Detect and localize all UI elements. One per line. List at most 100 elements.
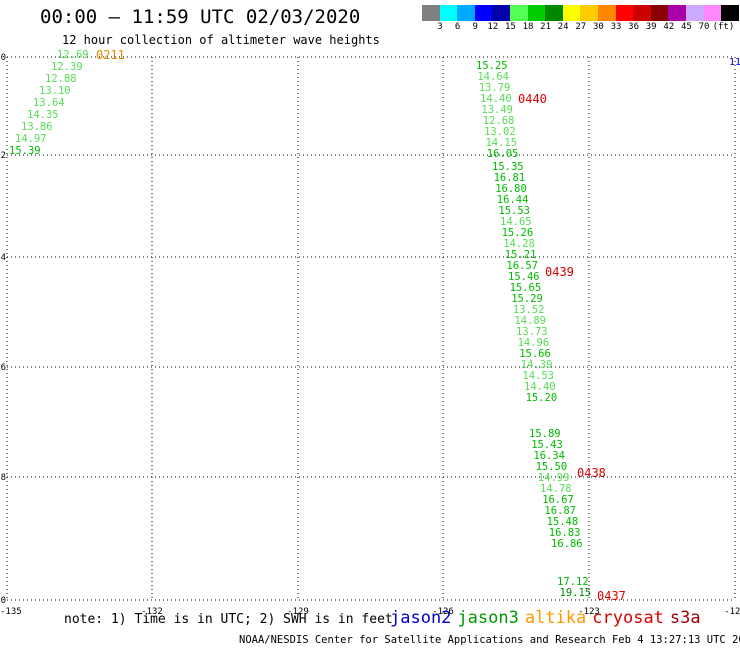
- wave-height-value: 15.20: [526, 392, 558, 404]
- scale-swatch: [580, 5, 598, 21]
- scale-swatch: [721, 5, 739, 21]
- scale-label: 18: [522, 22, 534, 32]
- wave-height-value: 13.73: [516, 326, 548, 338]
- wave-height-value: 16.57: [506, 260, 538, 272]
- pass-time-label: 0211: [96, 48, 125, 62]
- lon-tick-label: -126: [432, 607, 454, 617]
- scale-label: 45: [680, 22, 692, 32]
- wave-height-value: 14.89: [514, 315, 546, 327]
- lat-tick-label: -58: [0, 473, 6, 483]
- wave-height-value: 16.44: [497, 194, 529, 206]
- scale-label: 42: [663, 22, 675, 32]
- legend-cryosat: cryosat: [592, 608, 664, 628]
- satellite-legend: jason2 jason3 altika cryosat s3a: [390, 608, 707, 628]
- scale-label: 70: [698, 22, 710, 32]
- lon-tick-label: -132: [141, 607, 163, 617]
- wave-height-value: 13.79: [479, 82, 511, 94]
- pass-time-label: 0437: [597, 589, 626, 603]
- wave-height-value: 14.65: [500, 216, 532, 228]
- scale-swatch: [439, 5, 458, 21]
- wave-height-value: 14.28: [503, 238, 535, 250]
- wave-height-value: 15.89: [529, 428, 561, 440]
- wave-height-value: 17.12: [557, 576, 589, 588]
- scale-swatch: [457, 5, 475, 21]
- scale-label: 9: [472, 22, 478, 32]
- scale-swatch: [703, 5, 722, 21]
- legend-jason2: jason2: [390, 608, 452, 628]
- scale-label: 24: [557, 22, 569, 32]
- map-title: 00:00 – 11:59 UTC 02/03/2020: [40, 6, 361, 28]
- scale-label: 6: [454, 22, 461, 32]
- scale-label: 27: [575, 22, 587, 32]
- scale-swatch: [509, 5, 528, 21]
- map-subtitle: 12 hour collection of altimeter wave hei…: [62, 33, 380, 47]
- wave-height-value: 14.53: [522, 370, 554, 382]
- wave-height-value: 15.21: [505, 249, 537, 261]
- scale-swatch: [492, 5, 510, 21]
- wave-height-value: 14.39: [521, 359, 553, 371]
- right-edge-label: 11: [729, 57, 740, 68]
- wave-height-value: 14.40: [480, 93, 512, 105]
- wave-height-value: 13.49: [481, 104, 513, 116]
- lon-tick-label: -129: [287, 607, 309, 617]
- scale-label: 36: [628, 22, 640, 32]
- wave-height-value: 16.87: [544, 505, 576, 517]
- scale-swatch: [615, 5, 634, 21]
- wave-height-value: 14.99: [538, 472, 570, 484]
- scale-label: 39: [645, 22, 657, 32]
- scale-swatch: [422, 5, 440, 21]
- scale-swatch: [545, 5, 563, 21]
- lon-tick-label: -135: [0, 607, 22, 617]
- scale-swatch: [474, 5, 493, 21]
- wave-height-value: 12.69: [57, 49, 89, 61]
- units-note: note: 1) Time is in UTC; 2) SWH is in fe…: [64, 612, 393, 627]
- wave-height-value: 15.39: [9, 145, 41, 157]
- wave-height-value: 15.35: [492, 161, 524, 173]
- wave-height-value: 14.97: [15, 133, 47, 145]
- wave-height-value: 13.64: [33, 97, 65, 109]
- wave-height-value: 16.83: [549, 527, 581, 539]
- scale-swatch: [562, 5, 581, 21]
- wave-height-value: 15.50: [536, 461, 568, 473]
- scale-label: 30: [592, 22, 604, 32]
- wave-height-value: 14.96: [518, 337, 550, 349]
- wave-height-value: 14.40: [524, 381, 556, 393]
- scale-label: (ft): [712, 22, 735, 32]
- scale-label: 21: [540, 22, 552, 32]
- scale-swatch: [527, 5, 546, 21]
- wave-height-value: 19.15: [560, 587, 592, 599]
- scale-label: 33: [610, 22, 622, 32]
- lat-tick-label: -56: [0, 363, 6, 373]
- credit-line: NOAA/NESDIS Center for Satellite Applica…: [239, 634, 740, 646]
- scale-swatch: [597, 5, 616, 21]
- legend-s3a: s3a: [669, 608, 701, 628]
- wave-height-value: 14.64: [477, 71, 509, 83]
- wave-height-value: 15.26: [502, 227, 534, 239]
- wave-height-value: 13.10: [39, 85, 71, 97]
- scale-swatch: [668, 5, 686, 21]
- wave-height-value: 15.65: [510, 282, 542, 294]
- wave-height-value: 15.53: [498, 205, 530, 217]
- wave-height-value: 16.05: [487, 148, 519, 160]
- scale-label: 3: [437, 22, 443, 32]
- wave-height-value: 15.66: [519, 348, 551, 360]
- scale-swatch: [685, 5, 704, 21]
- scale-label: 12: [487, 22, 499, 32]
- wave-height-value: 15.43: [531, 439, 563, 451]
- lat-tick-label: -50: [0, 53, 6, 63]
- scale-label: 15: [504, 22, 516, 32]
- lat-tick-label: -54: [0, 253, 6, 263]
- wave-height-value: 15.25: [476, 60, 508, 72]
- wave-height-value: 12.39: [51, 61, 83, 73]
- lat-tick-label: -60: [0, 596, 6, 606]
- wave-height-value: 12.68: [483, 115, 515, 127]
- wave-height-value: 13.02: [484, 126, 516, 138]
- wave-height-value: 14.35: [27, 109, 59, 121]
- lon-tick-label: -123: [578, 607, 600, 617]
- wave-height-value: 15.29: [511, 293, 543, 305]
- scale-swatch: [650, 5, 669, 21]
- wave-height-value: 15.48: [547, 516, 579, 528]
- wave-height-value: 12.88: [45, 73, 77, 85]
- legend-jason3: jason3: [457, 608, 519, 628]
